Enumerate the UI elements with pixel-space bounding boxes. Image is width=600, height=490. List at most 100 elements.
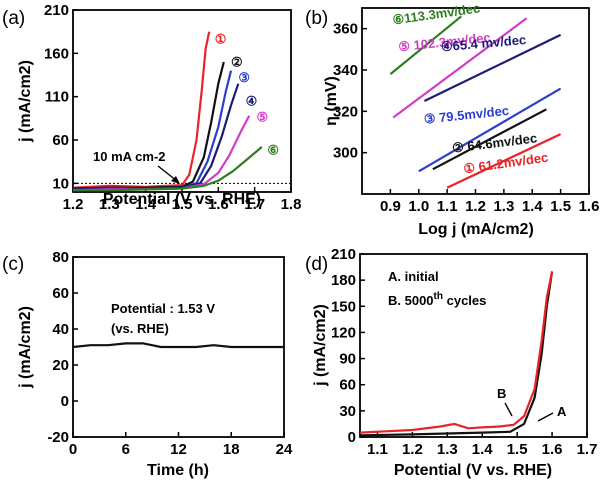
legend-part: B. 5000 bbox=[388, 293, 434, 308]
panel-letter: (b) bbox=[305, 8, 328, 29]
x-tick-label: 1.4 bbox=[522, 198, 544, 215]
x-tick-label: 6 bbox=[122, 441, 130, 458]
series-line bbox=[72, 342, 284, 349]
potential-annotation: Potential : 1.53 V bbox=[111, 301, 215, 316]
y-tick-label: 160 bbox=[44, 45, 69, 62]
x-axis-title: Potential (V vs. RHE) bbox=[394, 462, 552, 479]
potential-annotation: (vs. RHE) bbox=[111, 321, 169, 336]
x-tick-label: 1.5 bbox=[507, 441, 528, 458]
series-line bbox=[72, 61, 225, 190]
y-tick-label: 60 bbox=[52, 132, 69, 149]
series-label: ③ bbox=[238, 70, 250, 85]
x-tick-label: 1.1 bbox=[437, 198, 458, 215]
reference-label: 10 mA cm-2 bbox=[93, 149, 166, 164]
series-line bbox=[418, 87, 562, 173]
y-axis-title: j (mA/cm2) bbox=[312, 304, 329, 387]
arrow-b bbox=[504, 402, 513, 417]
y-tick-label: 0 bbox=[348, 429, 356, 446]
series-line bbox=[432, 108, 547, 171]
x-tick-label: 0.9 bbox=[380, 198, 401, 215]
x-tick-label: 1.4 bbox=[472, 441, 494, 458]
legend-entry: A. initial bbox=[388, 269, 439, 284]
panel-letter: (c) bbox=[2, 254, 24, 275]
y-tick-label: -20 bbox=[47, 429, 69, 446]
panel-b: 0.9 1.0 1.1 1.2 1.3 1.4 1.5 1.6 300 320 340 360 (b) L… bbox=[305, 0, 599, 238]
x-tick-label: 12 bbox=[170, 441, 187, 458]
x-tick-label: 1.3 bbox=[493, 198, 514, 215]
legend-entry: B. 5000th cycles bbox=[388, 291, 486, 308]
y-tick-label: 60 bbox=[339, 377, 356, 394]
y-tick-label: 320 bbox=[333, 103, 358, 120]
y-tick-label: 300 bbox=[333, 145, 358, 162]
series-label: ③ 79.5mv/dec bbox=[423, 103, 509, 127]
y-tick-label: 210 bbox=[44, 2, 69, 19]
series-label: ④65.4 mv/dec bbox=[440, 32, 526, 54]
y-tick-label: 210 bbox=[331, 246, 356, 263]
series-label: ⑥113.3mv/dec bbox=[392, 0, 482, 27]
plot-frame bbox=[72, 9, 292, 193]
x-axis-title: Log j (mA/cm2) bbox=[418, 221, 534, 238]
x-tick-label: 18 bbox=[223, 441, 240, 458]
y-tick-label: 20 bbox=[52, 357, 69, 374]
x-axis-title-part: V vs. RHE) bbox=[471, 462, 552, 479]
x-tick-label: 1.8 bbox=[281, 196, 302, 213]
y-axis-title: η (mV) bbox=[323, 76, 340, 126]
series-line bbox=[73, 146, 263, 192]
series-line bbox=[446, 133, 562, 189]
x-tick-label: 1.4 bbox=[135, 196, 157, 213]
series-label: ⑥ bbox=[267, 143, 279, 158]
y-tick-label: 150 bbox=[331, 298, 356, 315]
panel-letter: (d) bbox=[305, 254, 328, 275]
x-tick-label: 1.3 bbox=[437, 441, 458, 458]
y-tick-label: 340 bbox=[333, 62, 358, 79]
y-tick-label: 0 bbox=[61, 393, 69, 410]
x-axis-title-part: Potential ( bbox=[103, 191, 181, 208]
y-tick-label: 30 bbox=[339, 403, 356, 420]
y-tick-label: 40 bbox=[52, 321, 69, 338]
panel-letter: (a) bbox=[2, 8, 25, 29]
y-tick-label: 90 bbox=[339, 351, 356, 368]
series-line bbox=[389, 15, 462, 75]
y-tick-label: 120 bbox=[331, 324, 356, 341]
x-tick-label: 1.2 bbox=[402, 441, 423, 458]
series-label: ① bbox=[215, 32, 227, 47]
y-tick-label: 80 bbox=[52, 249, 69, 266]
x-tick-label: 1.0 bbox=[408, 198, 429, 215]
x-axis-title-part: Potential ( bbox=[394, 462, 472, 479]
x-axis-title: Potential (V vs. RHE) bbox=[103, 191, 261, 208]
legend-part: th bbox=[434, 291, 443, 302]
y-tick-label: 360 bbox=[333, 21, 358, 38]
series-line bbox=[423, 33, 562, 102]
reference-arrowhead bbox=[171, 176, 180, 184]
series-line bbox=[73, 83, 240, 191]
y-tick-label: 60 bbox=[52, 285, 69, 302]
x-axis-title: Time (h) bbox=[147, 462, 209, 479]
x-tick-label: 1.6 bbox=[208, 196, 229, 213]
x-tick-label: 1.5 bbox=[550, 198, 571, 215]
x-tick-label: 1.6 bbox=[542, 441, 563, 458]
y-tick-label: 110 bbox=[45, 89, 69, 106]
plot-frame bbox=[359, 253, 588, 438]
series-line bbox=[359, 271, 554, 437]
x-tick-label: 1.2 bbox=[63, 196, 84, 213]
panel-d: 1.1 1.2 1.3 1.4 1.5 1.6 1.7 0 30 60 90 120 150 180 210… bbox=[305, 246, 597, 479]
x-tick-label: 0 bbox=[69, 441, 77, 458]
x-tick-label: 1.1 bbox=[367, 441, 388, 458]
series-line bbox=[359, 271, 554, 434]
x-tick-label: 1.5 bbox=[172, 196, 193, 213]
x-tick-label: 1.6 bbox=[579, 198, 600, 215]
y-axis-title: j (mA/cm2) bbox=[17, 306, 34, 389]
arrow-a bbox=[537, 412, 554, 422]
x-axis-title-part: V vs. RHE) bbox=[180, 191, 261, 208]
series-label: ② bbox=[231, 54, 243, 69]
panel-a: 1.2 1.3 1.4 1.5 1.6 1.7 1.8 10 60 110 160 210 (a) Pot… bbox=[2, 2, 301, 213]
legend-part: cycles bbox=[443, 293, 486, 308]
y-tick-label: 10 bbox=[52, 175, 69, 192]
y-axis-title: j (mA/cm2) bbox=[17, 60, 34, 143]
label-a: A bbox=[557, 404, 567, 419]
x-tick-label: 1.2 bbox=[465, 198, 486, 215]
series-line bbox=[72, 31, 211, 189]
x-tick-label: 1.7 bbox=[244, 196, 265, 213]
